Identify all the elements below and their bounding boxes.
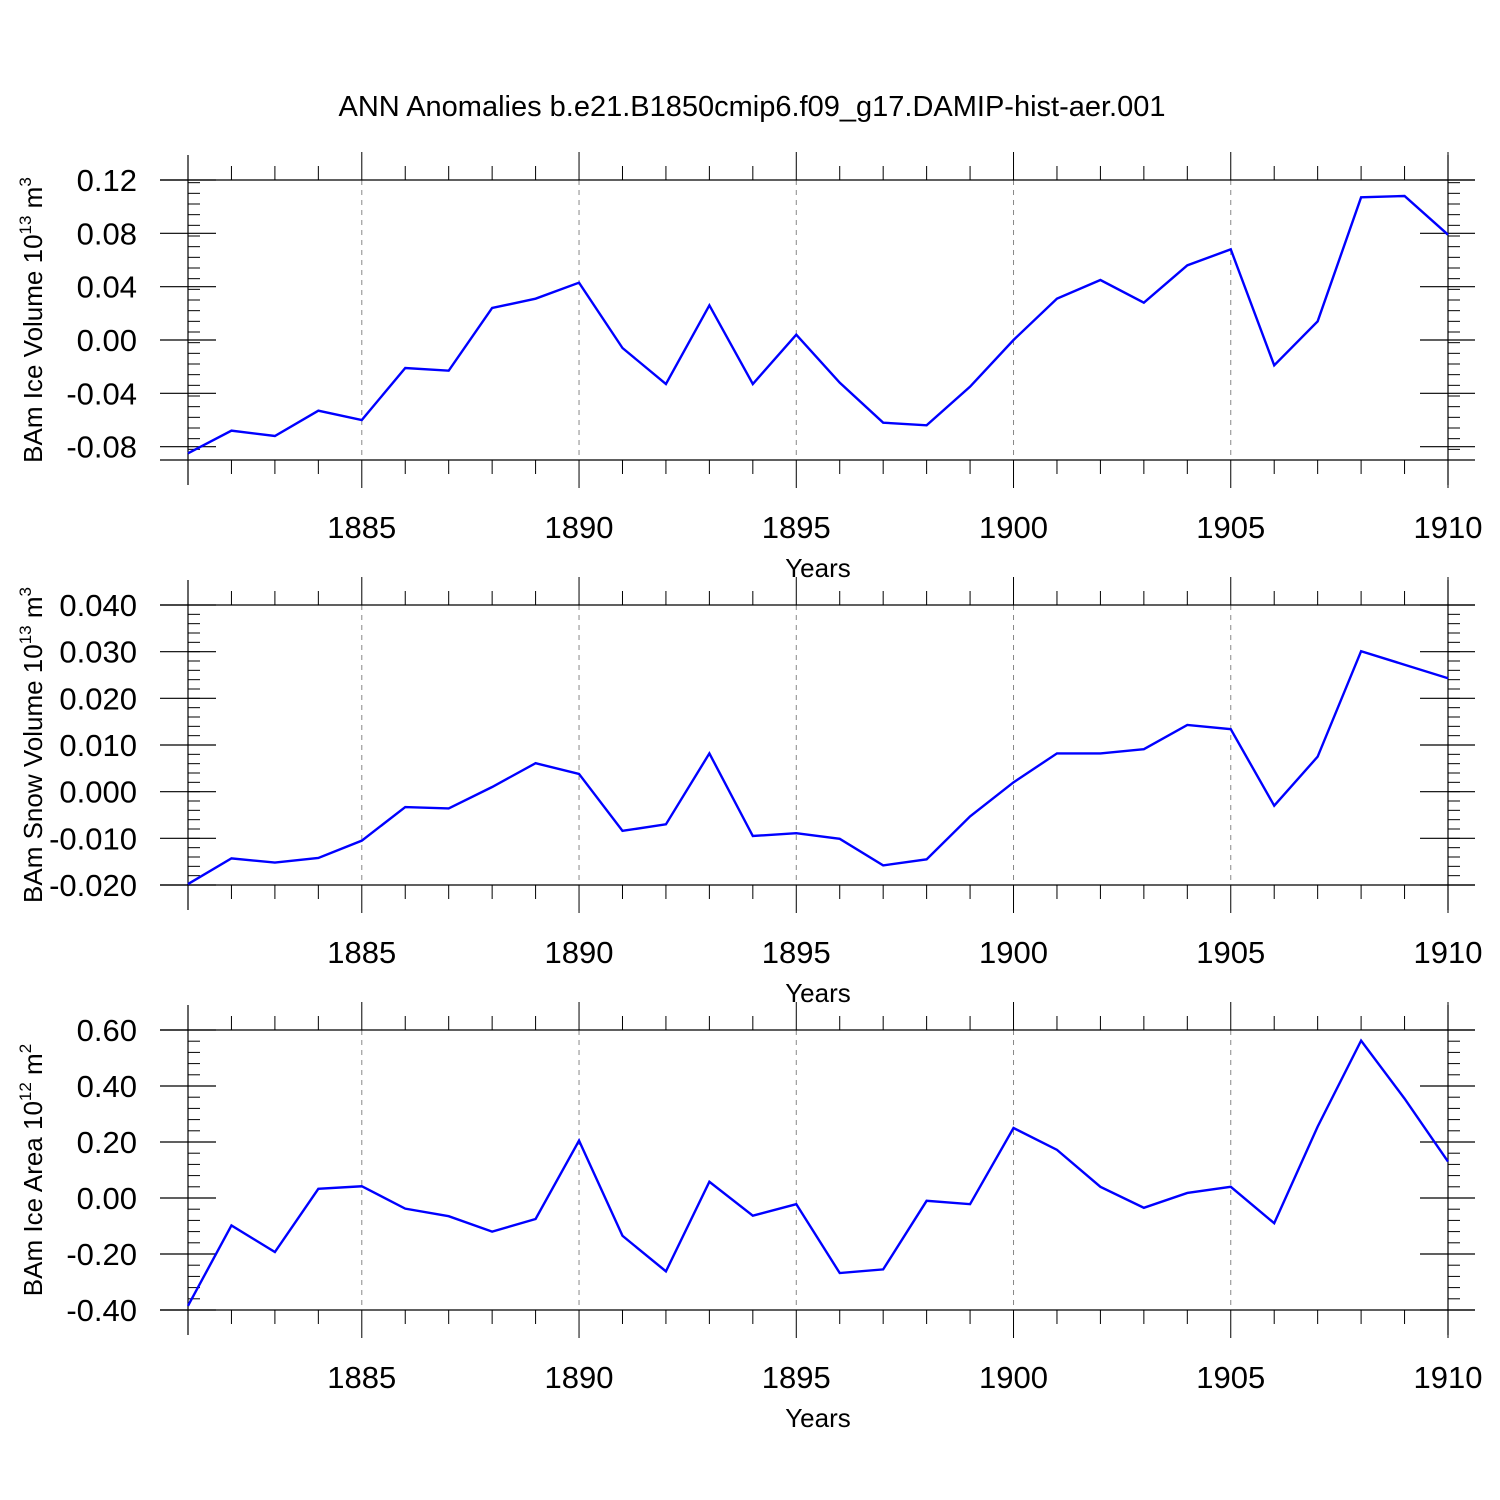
y-tick-label: -0.010 <box>49 821 137 856</box>
y-tick-label: 0.040 <box>59 588 137 623</box>
y-axis-label: BAm Ice Area 1012 m2 <box>16 1044 48 1296</box>
y-tick-label: 0.60 <box>77 1013 137 1048</box>
panel-ice-volume: 0.12 0.08 0.04 0.00 -0.04 -0.08 1885 1890 1895 19… <box>16 152 1482 583</box>
x-tick-label: 1905 <box>1196 1360 1265 1395</box>
x-tick-label: 1895 <box>762 1360 831 1395</box>
y-tick-label: 0.000 <box>59 775 137 810</box>
x-tick-label: 1900 <box>979 510 1048 545</box>
series-line <box>186 1038 1449 1307</box>
x-tick-label: 1895 <box>762 935 831 970</box>
y-tick-label: 0.010 <box>59 728 137 763</box>
panel-ice-area: 0.60 0.40 0.20 0.00 -0.20 -0.40 1885 1890 1895 19… <box>16 1002 1482 1433</box>
y-tick-label: 0.030 <box>59 635 137 670</box>
x-tick-label: 1910 <box>1414 1360 1483 1395</box>
chart-title: ANN Anomalies b.e21.B1850cmip6.f09_g17.D… <box>339 91 1166 123</box>
x-tick-label: 1910 <box>1414 935 1483 970</box>
x-tick-label: 1900 <box>979 935 1048 970</box>
y-tick-label: -0.04 <box>66 376 137 411</box>
y-tick-label: 0.08 <box>77 216 137 251</box>
x-tick-label: 1895 <box>762 510 831 545</box>
panel-snow-volume: 0.040 0.030 0.020 0.010 0.000 -0.010 -0.020 188… <box>16 577 1482 1008</box>
x-tick-label: 1890 <box>545 510 614 545</box>
x-tick-label: 1885 <box>327 510 396 545</box>
y-tick-label: 0.020 <box>59 681 137 716</box>
x-tick-label: 1885 <box>327 1360 396 1395</box>
x-tick-label: 1910 <box>1414 510 1483 545</box>
y-tick-label: 0.20 <box>77 1125 137 1160</box>
y-tick-label: -0.20 <box>66 1237 137 1272</box>
x-axis-label: Years <box>785 978 851 1008</box>
x-axis-label: Years <box>785 553 851 583</box>
y-axis-label: BAm Ice Volume 1013 m3 <box>16 177 48 463</box>
x-tick-label: 1890 <box>545 1360 614 1395</box>
x-tick-label: 1890 <box>545 935 614 970</box>
series-line <box>187 649 1449 886</box>
y-tick-label: 0.04 <box>77 270 137 305</box>
y-tick-label: -0.020 <box>49 868 137 903</box>
x-tick-label: 1900 <box>979 1360 1048 1395</box>
series-line <box>187 194 1449 455</box>
x-tick-label: 1905 <box>1196 935 1265 970</box>
x-axis-label: Years <box>785 1403 851 1433</box>
x-tick-label: 1905 <box>1196 510 1265 545</box>
y-tick-label: 0.40 <box>77 1069 137 1104</box>
y-tick-label: -0.40 <box>66 1293 137 1328</box>
y-tick-label: 0.00 <box>77 1181 137 1216</box>
y-tick-label: 0.12 <box>77 163 137 198</box>
x-tick-label: 1885 <box>327 935 396 970</box>
y-axis-label: BAm Snow Volume 1013 m3 <box>16 587 48 903</box>
y-tick-label: -0.08 <box>66 430 137 465</box>
y-tick-label: 0.00 <box>77 323 137 358</box>
